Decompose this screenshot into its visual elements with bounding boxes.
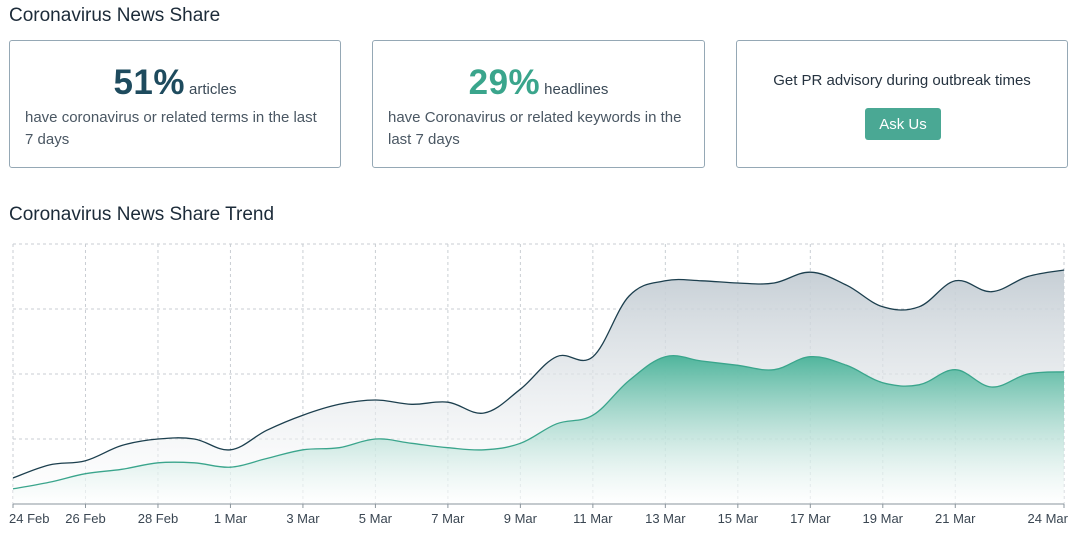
headlines-description: have Coronavirus or related keywords in … bbox=[388, 109, 682, 148]
x-tick-label: 3 Mar bbox=[286, 511, 320, 526]
x-tick-label: 1 Mar bbox=[214, 511, 248, 526]
chart-lines bbox=[12, 269, 1065, 490]
pr-advisory-text: Get PR advisory during outbreak times bbox=[773, 72, 1031, 89]
page-title: Coronavirus News Share bbox=[9, 5, 221, 26]
x-tick-label: 21 Mar bbox=[935, 511, 976, 526]
chart-title: Coronavirus News Share Trend bbox=[9, 204, 275, 225]
headlines-line bbox=[12, 355, 1065, 490]
headlines-label: headlines bbox=[544, 81, 609, 98]
articles-percent: 51% bbox=[113, 63, 186, 102]
chart-areas bbox=[13, 270, 1064, 504]
articles-stat-line: 51% articles bbox=[10, 63, 340, 103]
x-tick-label: 9 Mar bbox=[504, 511, 538, 526]
x-tick-label: 13 Mar bbox=[645, 511, 686, 526]
articles-line bbox=[12, 269, 1065, 479]
headlines-stat-line: 29% headlines bbox=[373, 63, 704, 103]
x-tick-label: 19 Mar bbox=[863, 511, 904, 526]
x-tick-label: 11 Mar bbox=[573, 511, 613, 526]
x-axis: 24 Feb 26 Feb 28 Feb 1 Mar 3 Mar 5 Mar 7 Mar 9 … bbox=[9, 503, 1069, 526]
x-tick-label: 24 Feb bbox=[9, 511, 49, 526]
ask-us-button[interactable]: Ask Us bbox=[865, 108, 941, 140]
news-share-trend-chart: 24 Feb 26 Feb 28 Feb 1 Mar 3 Mar 5 Mar 7 Mar 9 … bbox=[9, 243, 1069, 526]
pr-advisory-card: Get PR advisory during outbreak times As… bbox=[736, 40, 1068, 168]
articles-stat-card: 51% articles have coronavirus or related … bbox=[9, 40, 341, 168]
x-tick-label: 24 Mar bbox=[1028, 511, 1069, 526]
x-tick-label: 26 Feb bbox=[65, 511, 105, 526]
articles-description: have coronavirus or related terms in the… bbox=[25, 109, 317, 148]
headlines-percent: 29% bbox=[468, 63, 541, 102]
x-tick-label: 7 Mar bbox=[431, 511, 465, 526]
headlines-stat-card: 29% headlines have Coronavirus or related… bbox=[372, 40, 705, 168]
x-tick-label: 15 Mar bbox=[718, 511, 759, 526]
articles-label: articles bbox=[189, 81, 237, 98]
x-tick-label: 28 Feb bbox=[138, 511, 178, 526]
x-tick-label: 17 Mar bbox=[790, 511, 831, 526]
headlines-area bbox=[13, 355, 1064, 504]
x-tick-label: 5 Mar bbox=[359, 511, 393, 526]
